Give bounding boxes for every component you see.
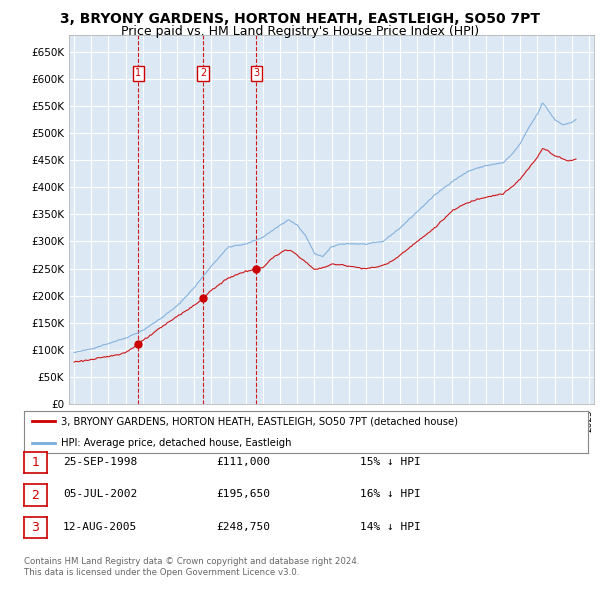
Text: 1: 1: [135, 68, 141, 78]
Text: Contains HM Land Registry data © Crown copyright and database right 2024.: Contains HM Land Registry data © Crown c…: [24, 558, 359, 566]
Text: 1: 1: [31, 456, 40, 469]
Text: 05-JUL-2002: 05-JUL-2002: [63, 490, 137, 499]
Text: 2: 2: [31, 489, 40, 502]
Text: 2: 2: [200, 68, 206, 78]
Text: Price paid vs. HM Land Registry's House Price Index (HPI): Price paid vs. HM Land Registry's House …: [121, 25, 479, 38]
Text: 3, BRYONY GARDENS, HORTON HEATH, EASTLEIGH, SO50 7PT: 3, BRYONY GARDENS, HORTON HEATH, EASTLEI…: [60, 12, 540, 26]
Text: 12-AUG-2005: 12-AUG-2005: [63, 522, 137, 532]
Text: £195,650: £195,650: [216, 490, 270, 499]
Text: 14% ↓ HPI: 14% ↓ HPI: [360, 522, 421, 532]
Text: 15% ↓ HPI: 15% ↓ HPI: [360, 457, 421, 467]
Text: £111,000: £111,000: [216, 457, 270, 467]
Text: 3: 3: [31, 521, 40, 534]
Text: £248,750: £248,750: [216, 522, 270, 532]
Text: 25-SEP-1998: 25-SEP-1998: [63, 457, 137, 467]
Text: HPI: Average price, detached house, Eastleigh: HPI: Average price, detached house, East…: [61, 438, 291, 447]
Text: This data is licensed under the Open Government Licence v3.0.: This data is licensed under the Open Gov…: [24, 568, 299, 577]
Text: 3: 3: [253, 68, 259, 78]
Text: 16% ↓ HPI: 16% ↓ HPI: [360, 490, 421, 499]
Text: 3, BRYONY GARDENS, HORTON HEATH, EASTLEIGH, SO50 7PT (detached house): 3, BRYONY GARDENS, HORTON HEATH, EASTLEI…: [61, 417, 458, 426]
